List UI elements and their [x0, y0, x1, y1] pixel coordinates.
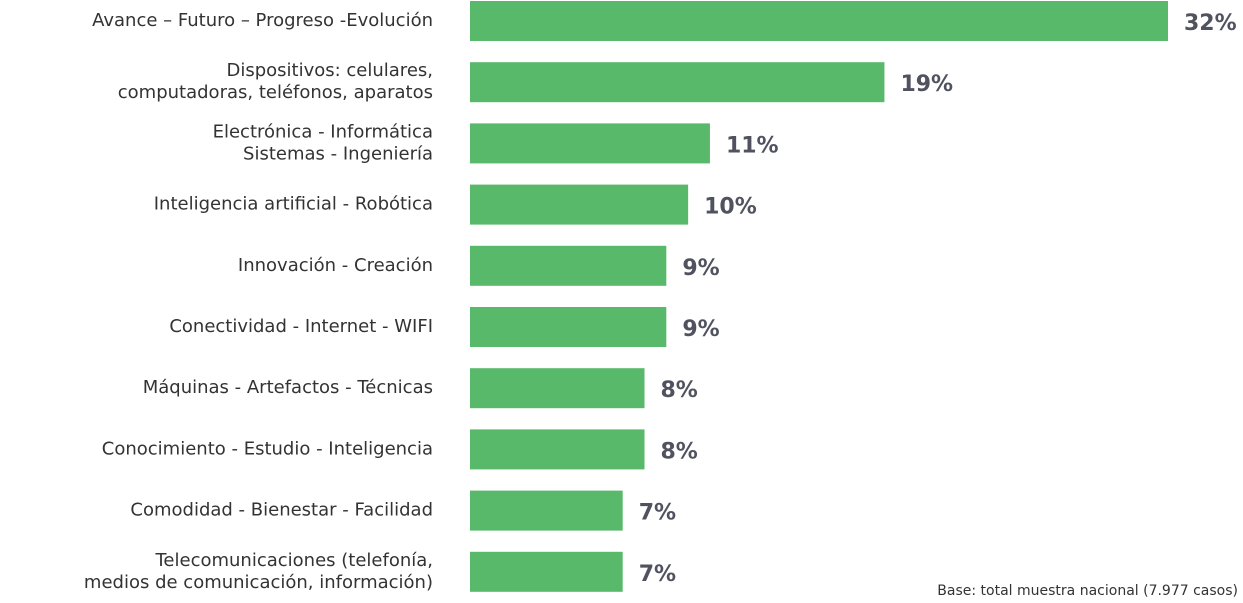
category-label: computadoras, teléfonos, aparatos: [118, 82, 433, 103]
bar: [470, 62, 885, 103]
bar: [470, 123, 710, 164]
value-label: 9%: [682, 317, 719, 342]
value-label: 8%: [661, 378, 698, 403]
bar: [470, 184, 689, 225]
bar: [470, 551, 623, 592]
footnote: Base: total muestra nacional (7.977 caso…: [937, 583, 1238, 599]
category-label: Inteligencia artificial - Robótica: [154, 194, 433, 215]
category-label: Sistemas - Ingeniería: [243, 143, 433, 164]
category-label: Dispositivos: celulares,: [226, 60, 433, 81]
category-label: Avance – Futuro – Progreso -Evolución: [92, 10, 433, 31]
category-label: Innovación - Creación: [238, 255, 433, 276]
value-label: 19%: [900, 72, 953, 97]
category-label: Máquinas - Artefactos - Técnicas: [143, 377, 433, 398]
value-label: 8%: [661, 439, 698, 464]
bar: [470, 1, 1168, 41]
bar: [470, 429, 645, 470]
category-label: medios de comunicación, información): [84, 572, 433, 593]
value-label: 10%: [704, 195, 757, 220]
value-label: 32%: [1184, 11, 1237, 36]
value-label: 11%: [726, 133, 779, 158]
bar: [470, 490, 623, 531]
category-label: Conocimiento - Estudio - Inteligencia: [102, 438, 433, 459]
value-label: 7%: [639, 501, 676, 526]
category-label: Comodidad - Bienestar - Facilidad: [130, 500, 433, 521]
category-label: Electrónica - Informática: [213, 121, 433, 142]
bar: [470, 368, 645, 409]
value-label: 7%: [639, 562, 676, 587]
category-label: Telecomunicaciones (telefonía,: [154, 550, 433, 571]
bar: [470, 307, 667, 347]
value-label: 9%: [682, 256, 719, 281]
category-label: Conectividad - Internet - WIFI: [169, 316, 433, 337]
bar: [470, 245, 667, 286]
